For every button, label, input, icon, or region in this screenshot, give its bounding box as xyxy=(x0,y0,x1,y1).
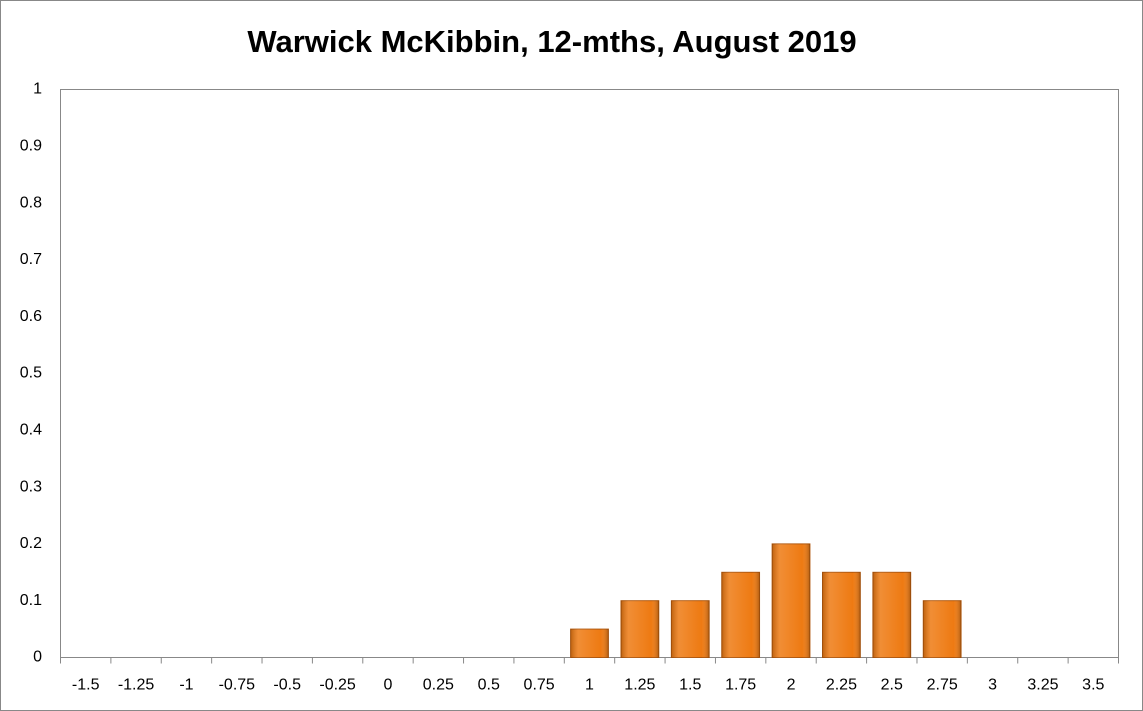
x-tick-label: 2 xyxy=(787,677,796,694)
y-tick-label: 0.5 xyxy=(20,365,42,382)
y-tick-label: 0.8 xyxy=(20,194,42,211)
x-tick-label: -0.5 xyxy=(273,677,301,694)
x-tick-label: 2.25 xyxy=(826,677,857,694)
bar-shade xyxy=(872,572,911,658)
x-tick-label: 2.5 xyxy=(881,677,903,694)
y-tick-label: 0.3 xyxy=(20,478,42,495)
x-tick-label: 1.5 xyxy=(679,677,701,694)
x-tick-label: 3.5 xyxy=(1082,677,1104,694)
x-tick-label: 1.75 xyxy=(725,677,756,694)
bar-shade xyxy=(620,600,659,658)
x-tick-label: 0.25 xyxy=(423,677,454,694)
x-tick-label: 3 xyxy=(988,677,997,694)
x-tick-label: 0.75 xyxy=(524,677,555,694)
x-tick-label: 0.5 xyxy=(478,677,500,694)
x-tick-label: -1.5 xyxy=(72,677,100,694)
bar-shade xyxy=(822,572,861,658)
bar-shade xyxy=(721,572,760,658)
y-tick-label: 0 xyxy=(33,649,42,666)
x-tick-label: -1.25 xyxy=(118,677,155,694)
y-tick-label: 0.4 xyxy=(20,422,42,439)
y-tick-label: 0.1 xyxy=(20,592,42,609)
y-tick-label: 0.6 xyxy=(20,308,42,325)
chart-title: Warwick McKibbin, 12-mths, August 2019 xyxy=(247,24,856,59)
x-tick-label: 0 xyxy=(384,677,393,694)
bar-shade xyxy=(671,600,710,658)
x-tick-label: 3.25 xyxy=(1027,677,1058,694)
x-tick-label: -0.25 xyxy=(319,677,356,694)
bar-shade xyxy=(570,629,609,658)
x-tick-label: -0.75 xyxy=(219,677,256,694)
y-tick-label: 0.2 xyxy=(20,535,42,552)
x-tick-label: -1 xyxy=(179,677,193,694)
y-tick-label: 1 xyxy=(33,81,42,98)
x-tick-label: 2.75 xyxy=(927,677,958,694)
y-tick-label: 0.9 xyxy=(20,138,42,155)
bar-shade xyxy=(772,543,810,658)
x-tick-label: 1.25 xyxy=(624,677,655,694)
y-tick-label: 0.7 xyxy=(20,251,42,268)
x-tick-label: 1 xyxy=(585,677,594,694)
bar-shade xyxy=(923,600,962,658)
